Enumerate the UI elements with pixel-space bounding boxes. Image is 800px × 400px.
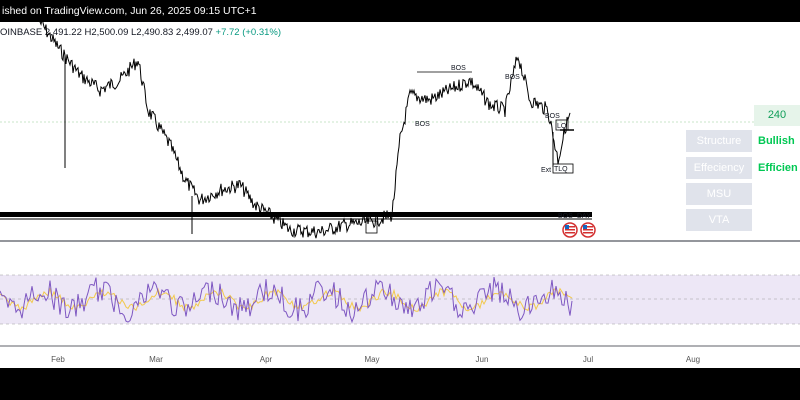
info-table-label: VTA: [686, 209, 752, 231]
time-axis-label: May: [364, 355, 379, 364]
time-axis-label: Mar: [149, 355, 163, 364]
tlq-box: [552, 163, 574, 174]
info-table-value: Bullish: [758, 135, 795, 147]
time-axis-label: Feb: [51, 355, 65, 364]
key-level-band: [0, 212, 592, 217]
low-value: L2,490.83: [131, 27, 174, 38]
bos-label: BOS: [545, 113, 560, 120]
tlq-label: TLQ: [554, 166, 568, 173]
bottom-bar: [0, 368, 800, 400]
us-flag-icon[interactable]: [562, 222, 578, 238]
bos-label: BOS: [505, 74, 520, 81]
rsi-line: [0, 276, 573, 324]
change-value: +7.72 (+0.31%): [215, 27, 282, 38]
open-value: 2,491.22: [44, 27, 82, 38]
time-axis-label: Jul: [583, 355, 593, 364]
bos-label: BOS: [415, 121, 430, 128]
lq-label: LQ: [557, 123, 567, 130]
info-table-label: Structure: [686, 130, 752, 152]
bos-label: BOS: [451, 65, 466, 72]
time-axis-label: Aug: [686, 355, 700, 364]
us-flag-icon[interactable]: [580, 222, 596, 238]
day-label: DAY: [577, 213, 591, 220]
exchange-label: OINBASE: [0, 27, 43, 38]
time-axis: Feb Mar Apr May Jun Jul Aug: [51, 355, 700, 364]
info-table-label: Effeciency: [686, 157, 752, 179]
high-value: H2,500.09: [84, 27, 129, 38]
time-axis-label: Apr: [260, 355, 273, 364]
time-axis-label: Jun: [476, 355, 489, 364]
ohlc-legend: OINBASE 2,491.22 H2,500.09 L2,490.83 2,4…: [0, 27, 281, 38]
ext-label: Ext: [541, 167, 551, 174]
price-series: [39, 19, 571, 239]
zone-box: [365, 220, 378, 234]
info-table-label: MSU: [686, 183, 752, 205]
bos-label: BOS: [558, 213, 573, 220]
published-banner: ished on TradingView.com, Jun 26, 2025 0…: [0, 0, 800, 22]
price-line: [39, 19, 571, 239]
current-price-tag: 240: [754, 105, 800, 126]
info-table-value: Efficien: [758, 162, 798, 174]
close-value: 2,499.07: [175, 27, 213, 38]
published-text: ished on TradingView.com, Jun 26, 2025 0…: [2, 5, 257, 17]
